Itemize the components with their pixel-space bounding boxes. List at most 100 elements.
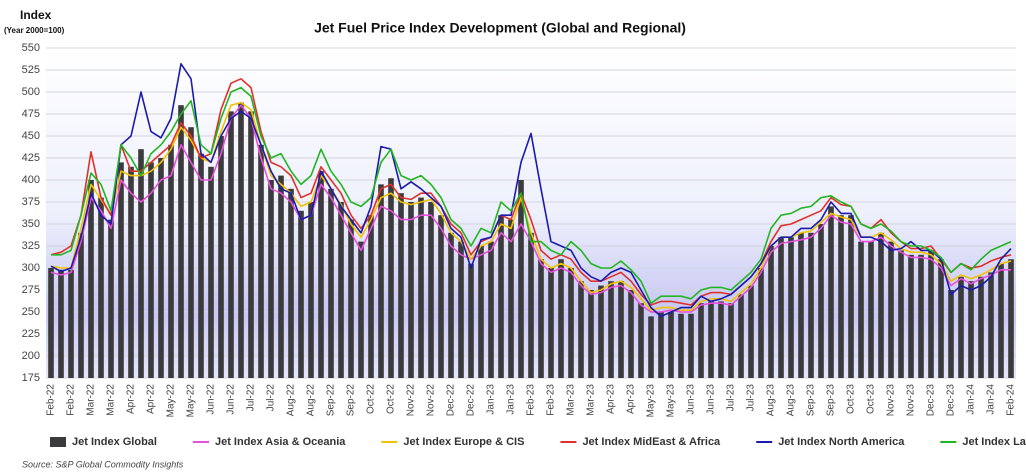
bar bbox=[648, 316, 654, 378]
bar bbox=[988, 272, 994, 378]
bar bbox=[88, 180, 94, 378]
bar bbox=[198, 153, 204, 378]
bar bbox=[378, 184, 384, 378]
bar bbox=[948, 290, 954, 378]
bar bbox=[628, 290, 634, 378]
x-tick-label: Aug-23 bbox=[766, 384, 777, 417]
x-tick-label: Dec-22 bbox=[446, 384, 457, 417]
bar bbox=[168, 144, 174, 378]
bar bbox=[538, 259, 544, 378]
bar bbox=[688, 313, 694, 378]
bar bbox=[228, 111, 234, 379]
bar bbox=[268, 180, 274, 378]
x-tick-label: Jan-24 bbox=[966, 384, 977, 415]
bar bbox=[478, 246, 484, 378]
x-tick-label: May-22 bbox=[166, 384, 177, 418]
x-tick-label: Sep-22 bbox=[326, 384, 337, 417]
x-tick-label: Nov-22 bbox=[406, 384, 417, 417]
bar bbox=[568, 268, 574, 378]
bar bbox=[438, 215, 444, 378]
bar bbox=[68, 269, 74, 378]
bar bbox=[458, 241, 464, 378]
bar bbox=[978, 276, 984, 378]
bar bbox=[598, 285, 604, 378]
legend-label: Jet Index Europe & CIS bbox=[403, 436, 524, 448]
bar bbox=[758, 268, 764, 378]
bar bbox=[218, 136, 224, 378]
bar bbox=[808, 232, 814, 378]
bar bbox=[638, 303, 644, 378]
x-tick-label: Oct-22 bbox=[366, 384, 377, 414]
bar bbox=[968, 281, 974, 378]
bar bbox=[258, 144, 264, 378]
bar bbox=[418, 197, 424, 378]
y-tick-label: 325 bbox=[22, 240, 40, 252]
y-axis-sublabel: (Year 2000=100) bbox=[4, 26, 65, 35]
bar bbox=[888, 241, 894, 378]
x-tick-label: Nov-23 bbox=[906, 384, 917, 417]
bar bbox=[368, 215, 374, 378]
x-tick-label: Aug-23 bbox=[786, 384, 797, 417]
x-tick-label: Apr-22 bbox=[146, 384, 157, 414]
x-tick-label: Jan-23 bbox=[506, 384, 517, 415]
legend-swatch bbox=[50, 437, 66, 447]
bar bbox=[788, 237, 794, 378]
bar bbox=[848, 215, 854, 378]
bar bbox=[798, 232, 804, 378]
bar bbox=[118, 162, 124, 378]
bar bbox=[868, 241, 874, 378]
bar bbox=[188, 127, 194, 378]
y-axis-label: Index bbox=[20, 8, 52, 22]
bar bbox=[448, 232, 454, 378]
x-tick-label: Jun-23 bbox=[686, 384, 697, 415]
bar bbox=[108, 219, 114, 378]
y-tick-label: 200 bbox=[22, 350, 40, 362]
y-tick-label: 375 bbox=[22, 196, 40, 208]
bar bbox=[768, 246, 774, 378]
y-tick-label: 300 bbox=[22, 262, 40, 274]
x-tick-label: Jul-22 bbox=[266, 384, 277, 412]
x-tick-label: Apr-22 bbox=[126, 384, 137, 414]
x-tick-label: Oct-23 bbox=[866, 384, 877, 414]
bar bbox=[98, 197, 104, 378]
bar bbox=[128, 166, 134, 378]
bar bbox=[898, 250, 904, 378]
bar bbox=[298, 210, 304, 378]
bar bbox=[668, 312, 674, 378]
y-tick-label: 175 bbox=[22, 372, 40, 384]
bar bbox=[208, 166, 214, 378]
bar bbox=[498, 215, 504, 378]
bar bbox=[78, 232, 84, 378]
legend-label: Jet Index Global bbox=[72, 436, 157, 448]
chart-title: Jet Fuel Price Index Development (Global… bbox=[314, 20, 686, 36]
x-tick-label: Feb-23 bbox=[526, 384, 537, 416]
bar bbox=[998, 263, 1004, 378]
bar bbox=[398, 193, 404, 378]
bar bbox=[578, 281, 584, 378]
x-tick-label: Apr-23 bbox=[626, 384, 637, 414]
bar bbox=[518, 180, 524, 378]
bar bbox=[158, 158, 164, 378]
bar bbox=[728, 303, 734, 378]
bar bbox=[718, 301, 724, 378]
y-tick-label: 525 bbox=[22, 64, 40, 76]
bar bbox=[358, 241, 364, 378]
bar bbox=[248, 111, 254, 379]
x-tick-label: Jul-23 bbox=[746, 384, 757, 412]
bar bbox=[698, 303, 704, 378]
bar bbox=[818, 224, 824, 378]
x-tick-label: Jun-22 bbox=[206, 384, 217, 415]
bar bbox=[778, 237, 784, 378]
x-tick-label: Jun-23 bbox=[706, 384, 717, 415]
bar bbox=[408, 202, 414, 378]
x-tick-label: Mar-22 bbox=[106, 384, 117, 416]
bar bbox=[958, 276, 964, 378]
bar bbox=[308, 202, 314, 378]
bar bbox=[138, 149, 144, 378]
legend-label: Jet Index Latin America & Caribbean bbox=[962, 436, 1026, 448]
bar bbox=[588, 290, 594, 378]
legend-label: Jet Index MidEast & Africa bbox=[582, 436, 721, 448]
bar bbox=[338, 202, 344, 378]
bar bbox=[528, 232, 534, 378]
